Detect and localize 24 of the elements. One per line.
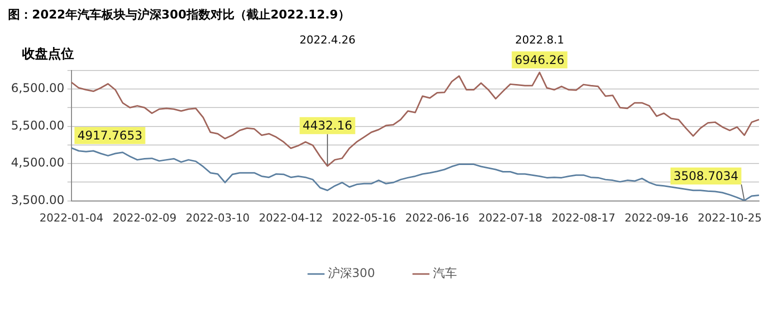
data-label: 3508.7034 bbox=[673, 169, 738, 184]
x-tick-label: 2022-09-16 bbox=[624, 211, 689, 224]
legend-label: 汽车 bbox=[432, 266, 457, 280]
x-tick-label: 2022-04-12 bbox=[258, 211, 323, 224]
y-tick-label: 4,500.00 bbox=[11, 156, 64, 170]
text: 2022.4.26 bbox=[299, 33, 356, 46]
x-tick-label: 2022-03-10 bbox=[186, 211, 250, 224]
data-label: 4917.7653 bbox=[77, 128, 142, 143]
x-tick-label: 2022-05-16 bbox=[332, 211, 396, 224]
y-tick-label: 6,500.00 bbox=[11, 81, 64, 96]
chart-title: 图：2022年汽车板块与沪深300指数对比（截止2022.12.9） bbox=[8, 7, 350, 22]
legend-label: 沪深300 bbox=[328, 266, 375, 280]
x-tick-label: 2022-01-04 bbox=[39, 211, 104, 224]
x-tick-label: 2022-06-16 bbox=[405, 211, 470, 224]
x-tick-label: 2022-10-25 bbox=[698, 211, 762, 224]
y-tick-label: 3,500.00 bbox=[11, 192, 64, 207]
x-tick-label: 2022-07-18 bbox=[478, 211, 542, 224]
data-label: 6946.26 bbox=[514, 53, 564, 68]
text: 2022.8.1 bbox=[515, 33, 564, 46]
data-label: 4432.16 bbox=[302, 118, 352, 133]
y-axis-title: 收盘点位 bbox=[22, 46, 74, 62]
x-tick-label: 2022-08-17 bbox=[551, 211, 616, 224]
y-tick-label: 5,500.00 bbox=[11, 118, 64, 132]
x-tick-label: 2022-02-09 bbox=[112, 211, 177, 224]
